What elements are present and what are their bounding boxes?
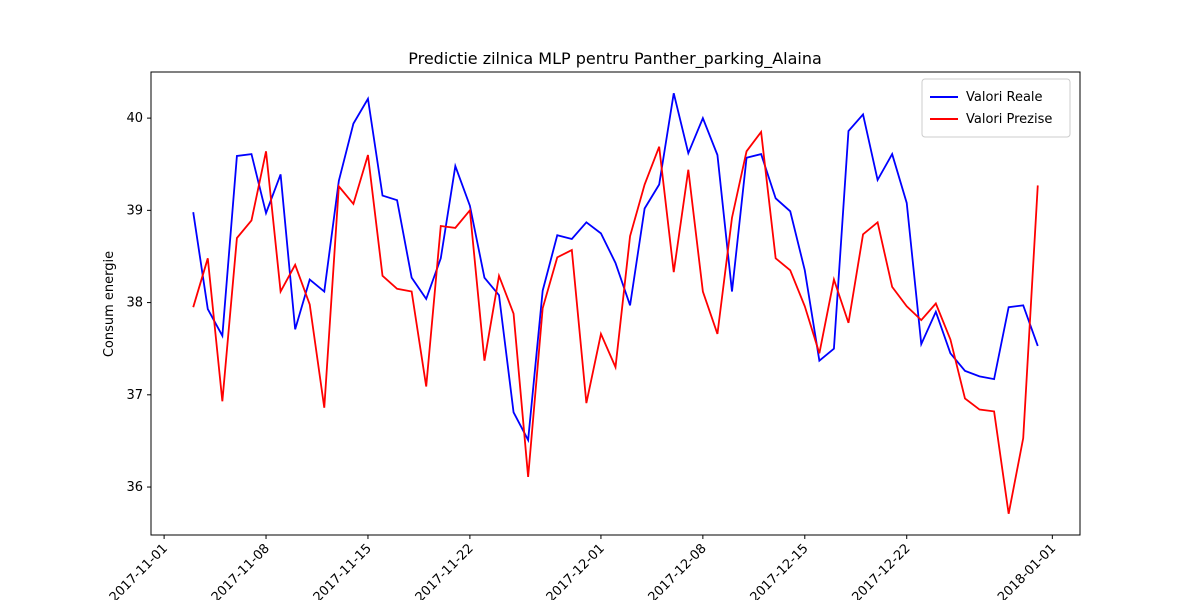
x-tick-label: 2018-01-01 [995, 541, 1059, 600]
x-tick-label: 2017-12-01 [544, 541, 608, 600]
y-tick-label: 39 [126, 203, 143, 218]
data-line [192, 129, 1039, 514]
x-tick-label: 2017-12-22 [850, 541, 914, 600]
x-tick-label: 2017-12-08 [646, 541, 710, 600]
x-tick-label: 2017-11-01 [107, 541, 171, 600]
y-axis-label: Consum energie [102, 251, 117, 357]
data-line [192, 92, 1039, 444]
x-tick-label: 2017-11-08 [209, 541, 273, 600]
chart-title: Predictie zilnica MLP pentru Panther_par… [408, 49, 822, 69]
x-tick-label: 2017-12-15 [748, 541, 812, 600]
legend-box [921, 78, 1071, 138]
plot-frame [150, 71, 1081, 536]
legend-label: Valori Reale [966, 90, 1043, 105]
y-tick-label: 38 [126, 296, 143, 311]
y-tick-label: 37 [126, 388, 143, 403]
x-tick-label: 2017-11-22 [413, 541, 477, 600]
y-tick-label: 40 [126, 111, 143, 126]
y-tick-label: 36 [126, 480, 143, 495]
x-tick-label: 2017-11-15 [311, 541, 375, 600]
legend-label: Valori Prezise [966, 112, 1052, 127]
